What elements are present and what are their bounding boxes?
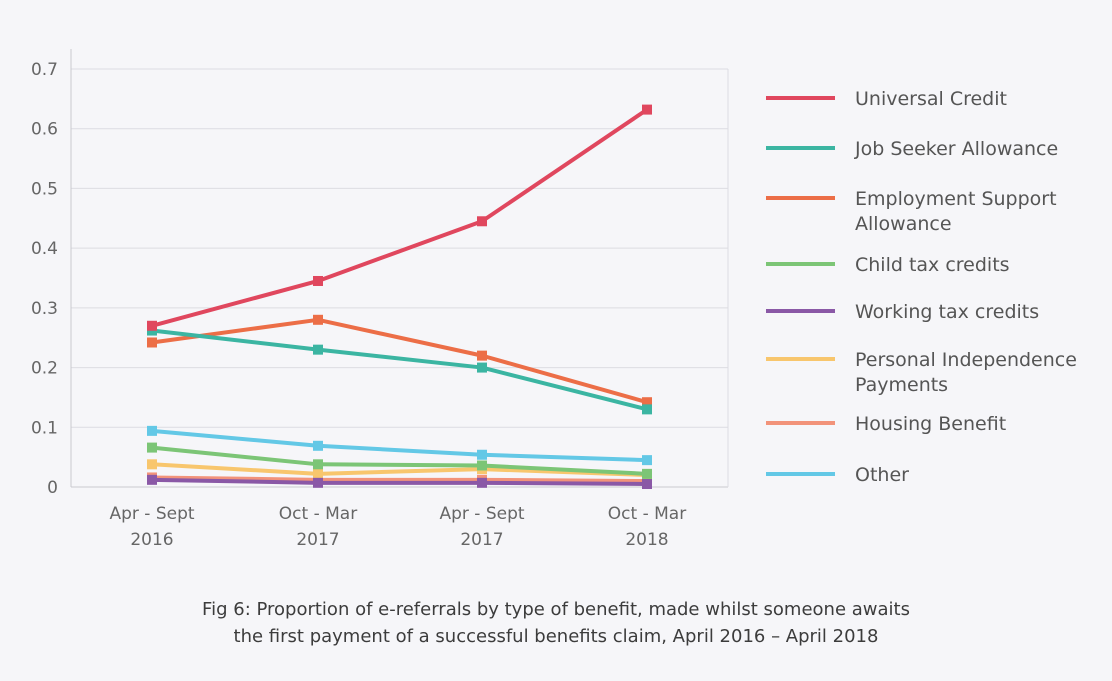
legend-label: Personal Independence Payments bbox=[855, 349, 1077, 396]
x-tick-label-line: Oct - Mar bbox=[279, 504, 357, 524]
y-tick-label: 0.4 bbox=[31, 239, 58, 259]
data-point-marker bbox=[147, 459, 157, 470]
legend-label-line: Personal Independence bbox=[855, 349, 1077, 371]
y-tick-label: 0.1 bbox=[31, 418, 58, 438]
data-point-marker bbox=[642, 397, 652, 408]
x-tick-label-line: 2017 bbox=[296, 530, 339, 550]
data-point-marker bbox=[313, 459, 323, 470]
y-tick-label: 0.3 bbox=[31, 299, 58, 319]
data-point-marker bbox=[147, 337, 157, 348]
caption-line-2: the first payment of a successful benefi… bbox=[233, 626, 879, 647]
legend-label: Universal Credit bbox=[855, 88, 1007, 110]
x-tick-label-line: Apr - Sept bbox=[109, 504, 194, 524]
series-line bbox=[150, 445, 649, 476]
y-tick-label: 0.6 bbox=[31, 120, 58, 140]
data-point-marker bbox=[313, 440, 323, 451]
legend-label: Child tax credits bbox=[855, 254, 1010, 276]
series-line bbox=[150, 462, 649, 478]
data-point-marker bbox=[147, 442, 157, 453]
y-tick-label: 0.2 bbox=[31, 359, 58, 379]
legend-label-line: Other bbox=[855, 464, 909, 486]
legend: Universal Credit Job Seeker Allowance Empl… bbox=[766, 88, 1077, 486]
data-point-marker bbox=[642, 104, 652, 115]
legend-label: Job Seeker Allowance bbox=[854, 138, 1058, 160]
data-point-marker bbox=[147, 474, 157, 485]
legend-label-line: Allowance bbox=[855, 213, 952, 235]
x-tick-label-line: 2016 bbox=[130, 530, 173, 550]
data-point-marker bbox=[147, 425, 157, 436]
legend-label: Other bbox=[855, 464, 909, 486]
y-tick-label: 0.7 bbox=[31, 60, 58, 80]
x-tick-label-line: 2018 bbox=[625, 530, 668, 550]
x-tick-label: Oct - Mar 2017 bbox=[279, 504, 357, 550]
data-point-marker bbox=[477, 460, 487, 471]
data-point-marker bbox=[313, 344, 323, 355]
data-point-marker bbox=[477, 350, 487, 361]
axes: 0 0.1 0.2 0.3 0.4 0.5 0.6 0.7 Apr - Sept 2016 Oct … bbox=[31, 49, 729, 550]
data-point-marker bbox=[642, 479, 652, 490]
y-tick-label: 0.5 bbox=[31, 179, 58, 199]
data-point-marker bbox=[642, 455, 652, 466]
data-point-marker bbox=[642, 468, 652, 479]
legend-label: Housing Benefit bbox=[855, 413, 1006, 435]
legend-label-line: Universal Credit bbox=[855, 88, 1007, 110]
line-chart: 0 0.1 0.2 0.3 0.4 0.5 0.6 0.7 Apr - Sept 2016 Oct … bbox=[31, 49, 1077, 550]
caption-line-1: Fig 6: Proportion of e-referrals by type… bbox=[202, 599, 910, 620]
gridlines bbox=[71, 68, 728, 488]
series-line bbox=[150, 428, 649, 463]
x-tick-label: Apr - Sept 2017 bbox=[439, 504, 524, 550]
data-point-marker bbox=[477, 216, 487, 227]
x-tick-label: Apr - Sept 2016 bbox=[109, 504, 194, 550]
legend-label-line: Employment Support bbox=[855, 188, 1057, 210]
series-lines bbox=[147, 104, 652, 490]
series-line bbox=[150, 477, 649, 487]
legend-label: Employment Support Allowance bbox=[855, 188, 1057, 235]
x-tick-label: Oct - Mar 2018 bbox=[608, 504, 686, 550]
legend-label-line: Housing Benefit bbox=[855, 413, 1006, 435]
legend-label-line: Child tax credits bbox=[855, 254, 1010, 276]
data-point-marker bbox=[477, 477, 487, 488]
series-line bbox=[150, 317, 649, 405]
y-tick-label: 0 bbox=[47, 478, 58, 498]
data-point-marker bbox=[642, 404, 652, 415]
series-line bbox=[150, 328, 649, 412]
legend-label-line: Payments bbox=[855, 374, 948, 396]
data-point-marker bbox=[147, 320, 157, 331]
legend-label-line: Job Seeker Allowance bbox=[854, 138, 1058, 160]
legend-label: Working tax credits bbox=[855, 301, 1039, 323]
data-point-marker bbox=[313, 275, 323, 286]
x-tick-label-line: Oct - Mar bbox=[608, 504, 686, 524]
series-line bbox=[150, 475, 649, 484]
series-line bbox=[150, 107, 649, 328]
data-point-marker bbox=[477, 362, 487, 373]
figure-caption: Fig 6: Proportion of e-referrals by type… bbox=[0, 596, 1112, 650]
legend-label-line: Working tax credits bbox=[855, 301, 1039, 323]
data-point-marker bbox=[313, 314, 323, 325]
data-point-marker bbox=[313, 468, 323, 479]
x-tick-label-line: 2017 bbox=[460, 530, 503, 550]
x-tick-label-line: Apr - Sept bbox=[439, 504, 524, 524]
data-point-marker bbox=[477, 449, 487, 460]
data-point-marker bbox=[313, 477, 323, 488]
